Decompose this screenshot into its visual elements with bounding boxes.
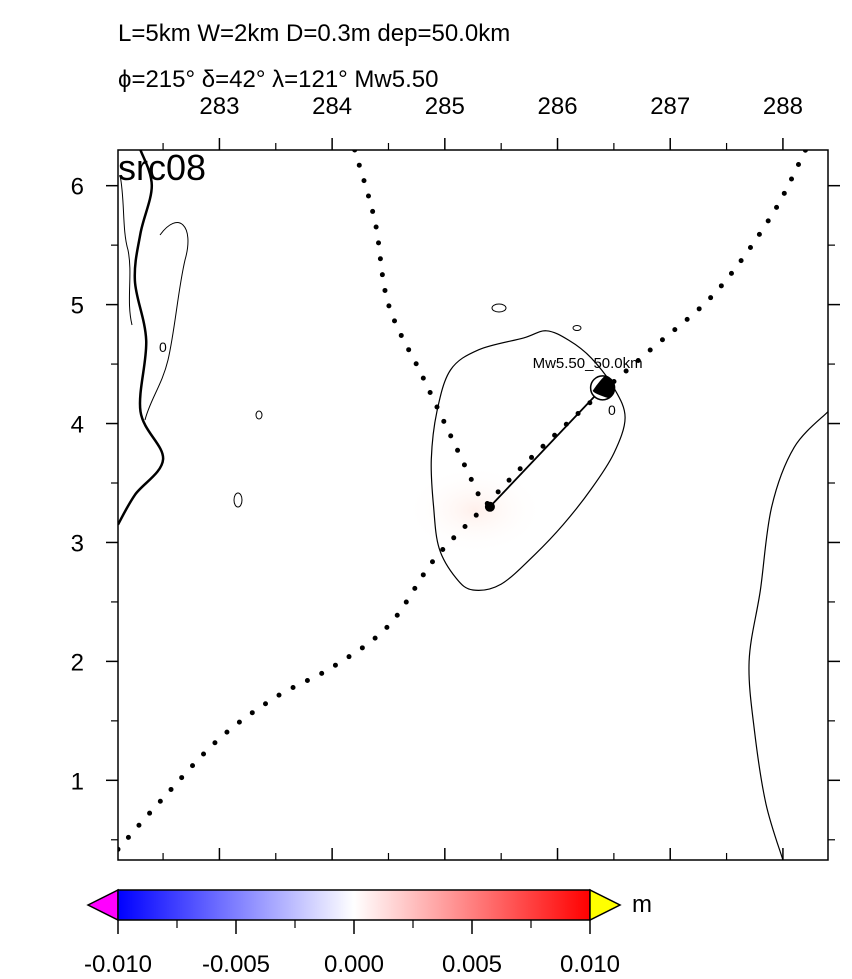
x-tick-label: 287	[650, 93, 690, 120]
x-tick-label: 286	[538, 93, 578, 120]
colorbar-tick-label: -0.005	[202, 951, 270, 978]
colorbar: m -0.010 -0.005 0.000 0.005 0.010	[84, 888, 652, 978]
contour-island	[491, 303, 507, 313]
contour-island	[233, 492, 243, 508]
x-tick-label: 288	[763, 93, 803, 120]
source-label: Mw5.50_50.0km	[533, 355, 643, 372]
zero-displacement-contour	[430, 330, 626, 591]
y-tick-label: 6	[71, 174, 84, 201]
y-tick-label: 4	[71, 412, 84, 439]
fault-end-marker	[484, 501, 495, 512]
colorbar-tick-label: 0.000	[324, 951, 384, 978]
colorbar-under-range-triangle	[86, 888, 119, 922]
contour-island	[255, 410, 263, 420]
contour-island	[572, 325, 582, 331]
plate-boundary-dotted-line	[118, 150, 808, 852]
contour-label: 0	[159, 339, 167, 355]
x-tick-label: 283	[199, 93, 239, 120]
contour-label: 0	[608, 402, 616, 418]
colorbar-tick-label: -0.010	[84, 951, 152, 978]
parameter-header-line1: L=5km W=2km D=0.3m dep=50.0km	[118, 20, 511, 47]
y-tick-label: 1	[71, 768, 84, 795]
colorbar-over-range-triangle	[589, 888, 622, 922]
west-contour-line	[119, 174, 133, 326]
beachball-compressional-quadrant	[592, 376, 615, 399]
map-plot-area: 0 0 Mw5.50_50.0km 283 284 285 286 287 288 1 2 3 4 5…	[71, 93, 840, 861]
panel-label: src08	[118, 147, 206, 188]
west-contour-line	[144, 222, 189, 421]
y-tick-label: 2	[71, 649, 84, 676]
x-tick-label: 284	[312, 93, 352, 120]
colorbar-tick-label: 0.005	[442, 951, 502, 978]
x-tick-label: 285	[425, 93, 465, 120]
parameter-header-line2: ϕ=215° δ=42° λ=121° Mw5.50	[118, 66, 439, 93]
y-tick-label: 5	[71, 293, 84, 320]
colorbar-tick-label: 0.010	[560, 951, 620, 978]
y-tick-label: 3	[71, 530, 84, 557]
plot-frame	[117, 149, 829, 861]
east-coastline	[748, 411, 828, 860]
colorbar-unit: m	[632, 891, 652, 918]
west-coastline	[118, 150, 165, 526]
colorbar-gradient	[117, 889, 591, 921]
positive-uplift-shading	[405, 465, 545, 555]
fault-trace-line	[489, 387, 604, 508]
